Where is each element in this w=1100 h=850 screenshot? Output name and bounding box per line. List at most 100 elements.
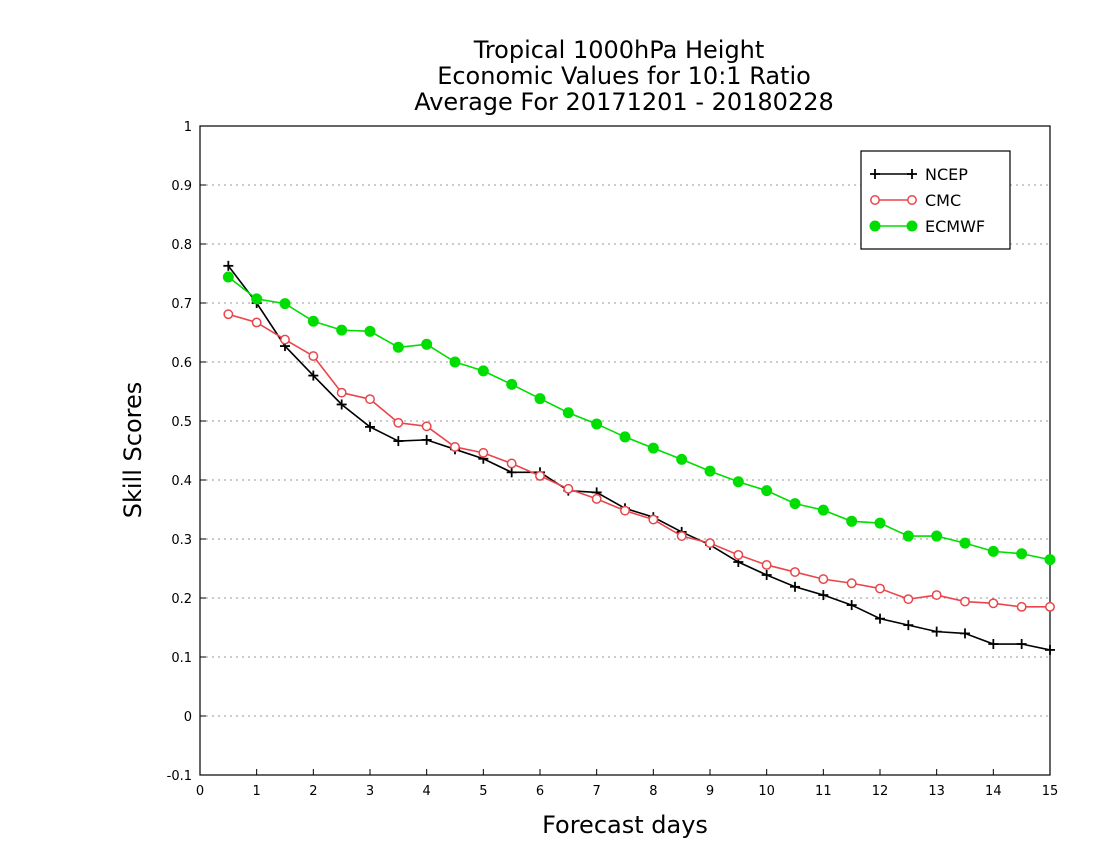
data-point-ecmwf — [732, 476, 744, 488]
data-point-ncep — [875, 613, 885, 624]
data-point-ecmwf — [959, 537, 971, 549]
data-point-ecmwf — [647, 442, 659, 454]
data-point-cmc — [818, 574, 829, 585]
x-tick-label: 9 — [706, 784, 714, 799]
data-point-ncep — [421, 434, 432, 445]
data-point-ncep — [818, 590, 829, 601]
legend: NCEP CMC ECMWF — [860, 150, 1011, 250]
x-tick-label: 5 — [479, 784, 487, 799]
data-point-cmc — [365, 394, 375, 405]
data-point-ncep — [846, 600, 857, 611]
data-point-ncep — [790, 581, 800, 592]
x-tick-label: 1 — [253, 784, 261, 799]
data-point-cmc — [733, 549, 744, 560]
y-tick-label: 0 — [184, 710, 192, 725]
data-point-cmc — [280, 334, 290, 345]
data-point-cmc — [591, 493, 602, 504]
plot-frame — [199, 125, 1051, 776]
data-point-ecmwf — [251, 293, 263, 305]
data-point-ecmwf — [449, 356, 461, 368]
x-tick-label: 2 — [309, 784, 317, 799]
data-point-cmc — [223, 309, 234, 320]
data-point-ecmwf — [421, 338, 433, 350]
series-ecmwf — [222, 271, 1056, 566]
data-point-cmc — [251, 317, 262, 328]
data-point-cmc — [875, 583, 885, 594]
data-point-ecmwf — [222, 271, 234, 283]
legend-item-ecmwf: ECMWF — [869, 217, 985, 236]
data-point-cmc — [790, 567, 800, 577]
x-tick-label: 6 — [536, 784, 544, 799]
series-line-ecmwf — [227, 276, 1051, 561]
data-point-cmc — [421, 421, 432, 432]
y-tick-label: 0.6 — [171, 356, 192, 371]
y-tick-label: 0.5 — [171, 415, 192, 430]
x-tick-label: 11 — [815, 784, 832, 799]
x-tick-label: 8 — [649, 784, 657, 799]
data-point-ecmwf — [307, 315, 319, 327]
data-point-ecmwf — [789, 498, 801, 510]
data-point-ncep — [223, 260, 234, 271]
y-tick-label: -0.1 — [167, 769, 192, 784]
data-point-ecmwf — [902, 530, 914, 542]
x-tick-label: 7 — [593, 784, 601, 799]
title-line-2: Economic Values for 10:1 Ratio — [437, 62, 811, 90]
data-point-cmc — [676, 531, 687, 541]
data-point-ncep — [761, 569, 772, 580]
y-tick-label: 0.1 — [171, 651, 192, 666]
data-point-ncep — [1045, 644, 1055, 655]
data-point-ecmwf — [931, 530, 943, 542]
data-point-cmc — [931, 590, 942, 600]
chart-title: Tropical 1000hPa Height Economic Values … — [414, 36, 834, 116]
x-tick-label: 10 — [758, 784, 775, 799]
data-point-ecmwf — [846, 515, 858, 527]
y-tick-label: 0.3 — [171, 533, 192, 548]
data-point-ecmwf — [477, 365, 489, 377]
x-tick-label: 12 — [872, 784, 889, 799]
data-point-cmc — [988, 598, 999, 609]
data-point-cmc — [535, 470, 545, 481]
title-line-1: Tropical 1000hPa Height — [473, 36, 765, 64]
data-point-ncep — [903, 620, 914, 631]
legend-item-cmc: CMC — [870, 191, 961, 210]
data-point-cmc — [478, 447, 489, 458]
data-point-ecmwf — [1016, 548, 1028, 560]
data-point-ecmwf — [336, 324, 348, 336]
y-tick-label: 0.8 — [171, 238, 192, 253]
legend-item-ncep: NCEP — [870, 165, 968, 184]
legend-marker-cmc — [907, 195, 917, 205]
y-tick-label: 1 — [184, 120, 192, 135]
data-point-ncep — [988, 639, 999, 650]
data-point-cmc — [393, 417, 404, 428]
data-point-ecmwf — [817, 504, 829, 516]
data-point-ecmwf — [676, 453, 688, 465]
legend-marker-ecmwf — [906, 220, 918, 232]
series-lines — [222, 260, 1056, 655]
data-point-ecmwf — [591, 418, 603, 430]
series-cmc — [223, 309, 1055, 612]
legend-marker-ncep — [870, 169, 880, 179]
data-point-cmc — [450, 442, 460, 452]
x-tick-label: 0 — [196, 784, 204, 799]
data-point-ncep — [931, 626, 942, 637]
x-axis-label: Forecast days — [542, 811, 708, 839]
data-point-ecmwf — [987, 545, 999, 557]
data-point-cmc — [761, 560, 772, 570]
data-point-ncep — [506, 467, 517, 478]
data-point-cmc — [846, 578, 857, 589]
series-line-ncep — [227, 265, 1051, 651]
data-point-cmc — [903, 594, 914, 605]
data-point-ncep — [960, 628, 970, 639]
x-tick-label: 14 — [985, 784, 1002, 799]
legend-marker-ecmwf — [869, 220, 881, 232]
data-point-cmc — [705, 538, 715, 549]
data-point-cmc — [648, 514, 659, 525]
data-point-ecmwf — [364, 325, 376, 337]
data-point-ecmwf — [619, 431, 631, 443]
data-point-ecmwf — [506, 378, 518, 390]
data-point-ncep — [393, 436, 404, 447]
y-tick-label: 0.9 — [171, 179, 192, 194]
data-point-cmc — [1016, 601, 1027, 612]
x-tick-label: 3 — [366, 784, 374, 799]
